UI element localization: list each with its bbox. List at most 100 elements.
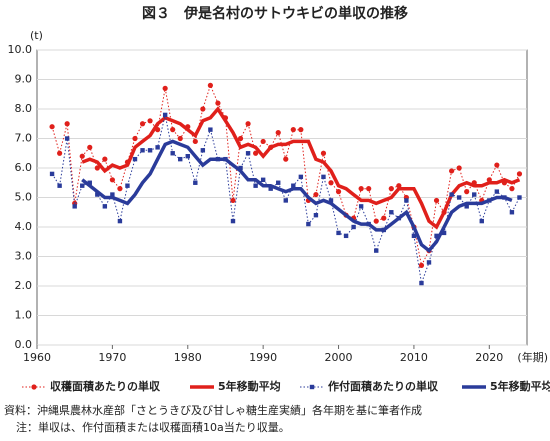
point — [336, 230, 341, 236]
point — [230, 197, 236, 204]
point — [441, 230, 447, 236]
point — [411, 233, 417, 239]
series-line — [81, 106, 521, 230]
point — [283, 156, 289, 162]
x-tick-label: 1990 — [249, 351, 277, 364]
y-tick-label: 7.0 — [15, 132, 33, 145]
point — [139, 121, 146, 127]
point — [110, 192, 115, 197]
legend-label: 5年移動平均 — [490, 379, 550, 393]
point — [418, 262, 425, 268]
point — [509, 210, 515, 215]
point — [516, 171, 523, 177]
point — [321, 174, 326, 180]
point — [313, 213, 319, 218]
point — [517, 195, 522, 200]
point — [192, 138, 198, 145]
point — [358, 186, 364, 192]
point — [132, 156, 138, 162]
point — [335, 189, 342, 195]
point — [381, 215, 387, 221]
point — [207, 82, 213, 88]
y-tick-label: 0.0 — [15, 338, 33, 351]
point — [509, 186, 515, 192]
point — [374, 248, 379, 253]
x-tick-label: 2000 — [325, 351, 353, 364]
point — [433, 197, 440, 204]
point — [328, 198, 334, 203]
point — [87, 180, 92, 185]
point — [456, 165, 462, 171]
y-tick-label: 10.0 — [8, 43, 33, 56]
point — [125, 183, 130, 188]
point — [419, 280, 424, 286]
point — [260, 138, 266, 145]
y-tick-label: 9.0 — [15, 73, 33, 86]
point — [49, 171, 55, 177]
point — [64, 121, 70, 127]
point — [276, 180, 281, 185]
point — [472, 192, 477, 197]
point — [230, 218, 236, 224]
y-tick-label: 8.0 — [15, 102, 33, 115]
y-tick-label: 6.0 — [15, 161, 33, 174]
point — [298, 174, 304, 180]
point — [283, 198, 288, 203]
point — [238, 165, 243, 171]
point — [426, 260, 432, 265]
y-tick-label: 4.0 — [15, 220, 33, 233]
x-tick-label: 2020 — [475, 351, 503, 364]
point — [253, 150, 259, 156]
point — [449, 168, 455, 174]
point — [434, 233, 439, 239]
point — [343, 233, 349, 239]
point — [102, 204, 108, 209]
point — [290, 127, 296, 133]
point — [245, 151, 251, 156]
point — [140, 148, 145, 153]
series-line — [81, 139, 513, 254]
point — [80, 183, 85, 188]
point — [389, 210, 394, 215]
x-tick-label: 1980 — [174, 351, 202, 364]
point — [275, 130, 281, 136]
chart-title: 図３ 伊是名村のサトウキビの単収の推移 — [142, 5, 408, 22]
point — [464, 189, 470, 195]
point — [268, 186, 273, 191]
point — [373, 218, 379, 224]
point — [132, 135, 138, 142]
point — [351, 224, 356, 230]
point — [306, 221, 311, 227]
point — [404, 198, 409, 203]
point — [177, 135, 183, 142]
point — [313, 191, 319, 198]
point — [109, 177, 115, 183]
point — [298, 127, 304, 133]
point — [449, 192, 454, 197]
point — [155, 145, 160, 150]
y-unit: (t) — [30, 29, 43, 42]
point — [79, 153, 85, 159]
point — [464, 204, 469, 209]
point — [72, 204, 77, 209]
legend-marker — [309, 384, 315, 390]
legend-marker — [31, 384, 37, 390]
point — [237, 135, 244, 142]
point — [291, 183, 296, 188]
point — [170, 151, 175, 156]
legend-label: 収穫面積あたりの単収 — [50, 379, 161, 393]
point — [200, 148, 206, 153]
x-tick-label: 1970 — [98, 351, 126, 364]
y-tick-label: 2.0 — [15, 279, 33, 292]
series-line — [51, 83, 520, 267]
point — [95, 192, 100, 197]
x-tick-label: 2010 — [400, 351, 428, 364]
point — [260, 177, 266, 182]
point — [117, 218, 123, 224]
point — [208, 127, 213, 132]
point — [147, 148, 153, 153]
point — [162, 112, 168, 118]
point — [57, 150, 63, 156]
point — [162, 85, 168, 91]
